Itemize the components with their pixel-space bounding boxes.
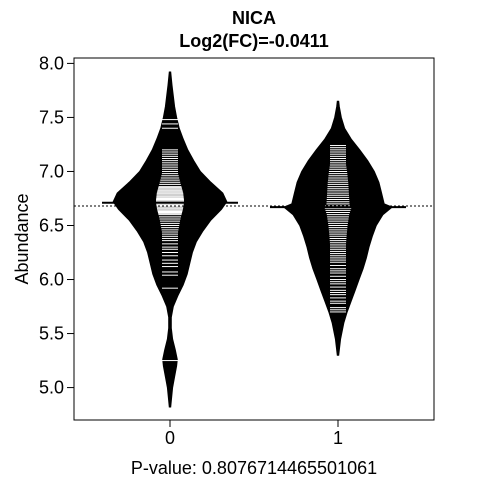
y-axis-label: Abundance (12, 193, 32, 284)
plot-frame (73, 57, 435, 421)
y-tick-label: 7.0 (39, 161, 64, 181)
y-tick-label: 5.5 (39, 324, 64, 344)
y-tick-label: 6.0 (39, 270, 64, 290)
y-tick-label: 8.0 (39, 53, 64, 73)
x-tick-label-0: 0 (165, 428, 175, 448)
y-tick-label: 6.5 (39, 215, 64, 235)
y-axis: 5.0 5.5 6.0 6.5 7.0 7.5 8.0 (39, 53, 74, 398)
y-tick-label: 7.5 (39, 107, 64, 127)
bean-1 (282, 100, 394, 356)
chart-subtitle: Log2(FC)=-0.0411 (179, 31, 329, 51)
x-axis-label: P-value: 0.807671446550106​1 (131, 458, 377, 478)
x-tick-label-1: 1 (333, 428, 343, 448)
beans-layer (74, 71, 434, 408)
y-tick-label: 5.0 (39, 378, 64, 398)
bean-0 (112, 71, 228, 408)
chart-title: NICA (232, 8, 276, 28)
